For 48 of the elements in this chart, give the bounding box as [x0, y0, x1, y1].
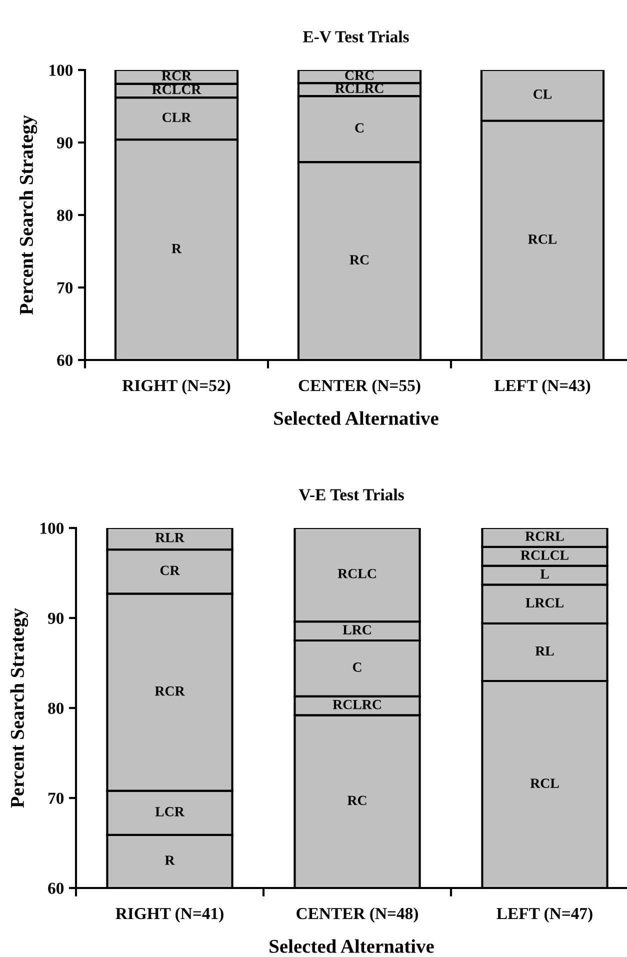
data-label: L — [540, 569, 549, 579]
y-tick-label: 70 — [57, 282, 73, 294]
x-axis-title: Selected Alternative — [270, 939, 434, 953]
x-axis-title: Selected Alternative — [274, 411, 438, 425]
data-label: RCRL — [525, 532, 564, 541]
data-label: RL — [535, 646, 554, 656]
x-tick-label: CENTER (N=48) — [296, 907, 418, 923]
data-label: LCR — [155, 806, 185, 816]
y-tick-label: 80 — [57, 210, 73, 221]
x-tick-label: RIGHT (N=41) — [116, 907, 224, 923]
x-tick-label: LEFT (N=47) — [496, 907, 592, 923]
y-tick-label: 100 — [50, 64, 73, 76]
x-tick-label: CENTER (N=55) — [298, 379, 420, 395]
data-label: RC — [347, 796, 366, 806]
data-label: C — [355, 123, 364, 133]
data-label: RCLRC — [332, 700, 381, 710]
data-label: CRC — [345, 70, 374, 80]
data-label: R — [172, 244, 182, 254]
y-tick-label: 80 — [48, 702, 64, 714]
y-tick-label: 60 — [48, 882, 64, 894]
chart-title: V-E Test Trials — [298, 488, 404, 500]
data-label: RCR — [162, 71, 192, 80]
data-label: RCR — [154, 686, 185, 696]
data-label: C — [352, 662, 362, 672]
y-tick-label: 90 — [48, 612, 64, 624]
y-axis-title: Percent Search Strategy — [10, 608, 28, 808]
data-label: RCL — [530, 778, 559, 788]
x-tick-label: LEFT (N=43) — [494, 379, 590, 395]
data-label: RCLC — [338, 568, 376, 578]
y-tick-label: 100 — [40, 522, 64, 534]
data-label: RC — [350, 255, 368, 265]
y-tick-label: 70 — [48, 792, 64, 804]
chart-title: E-V Test Trials — [303, 30, 409, 42]
y-tick-label: 60 — [57, 354, 73, 366]
data-label: RCLCL — [520, 550, 568, 560]
data-label: RCLRC — [335, 84, 384, 94]
data-label: LRCL — [526, 598, 564, 608]
y-axis-title: Percent Search Strategy — [19, 115, 38, 315]
data-label: CLR — [162, 112, 192, 122]
data-label: R — [164, 856, 175, 865]
data-label: RCL — [528, 234, 557, 244]
x-tick-label: RIGHT (N=52) — [122, 379, 230, 395]
data-label: RCLCR — [152, 84, 202, 94]
data-label: RLR — [155, 533, 185, 542]
data-label: CL — [534, 90, 552, 99]
data-label: LRC — [342, 625, 371, 635]
y-tick-label: 90 — [56, 137, 73, 148]
data-label: CR — [160, 566, 180, 576]
